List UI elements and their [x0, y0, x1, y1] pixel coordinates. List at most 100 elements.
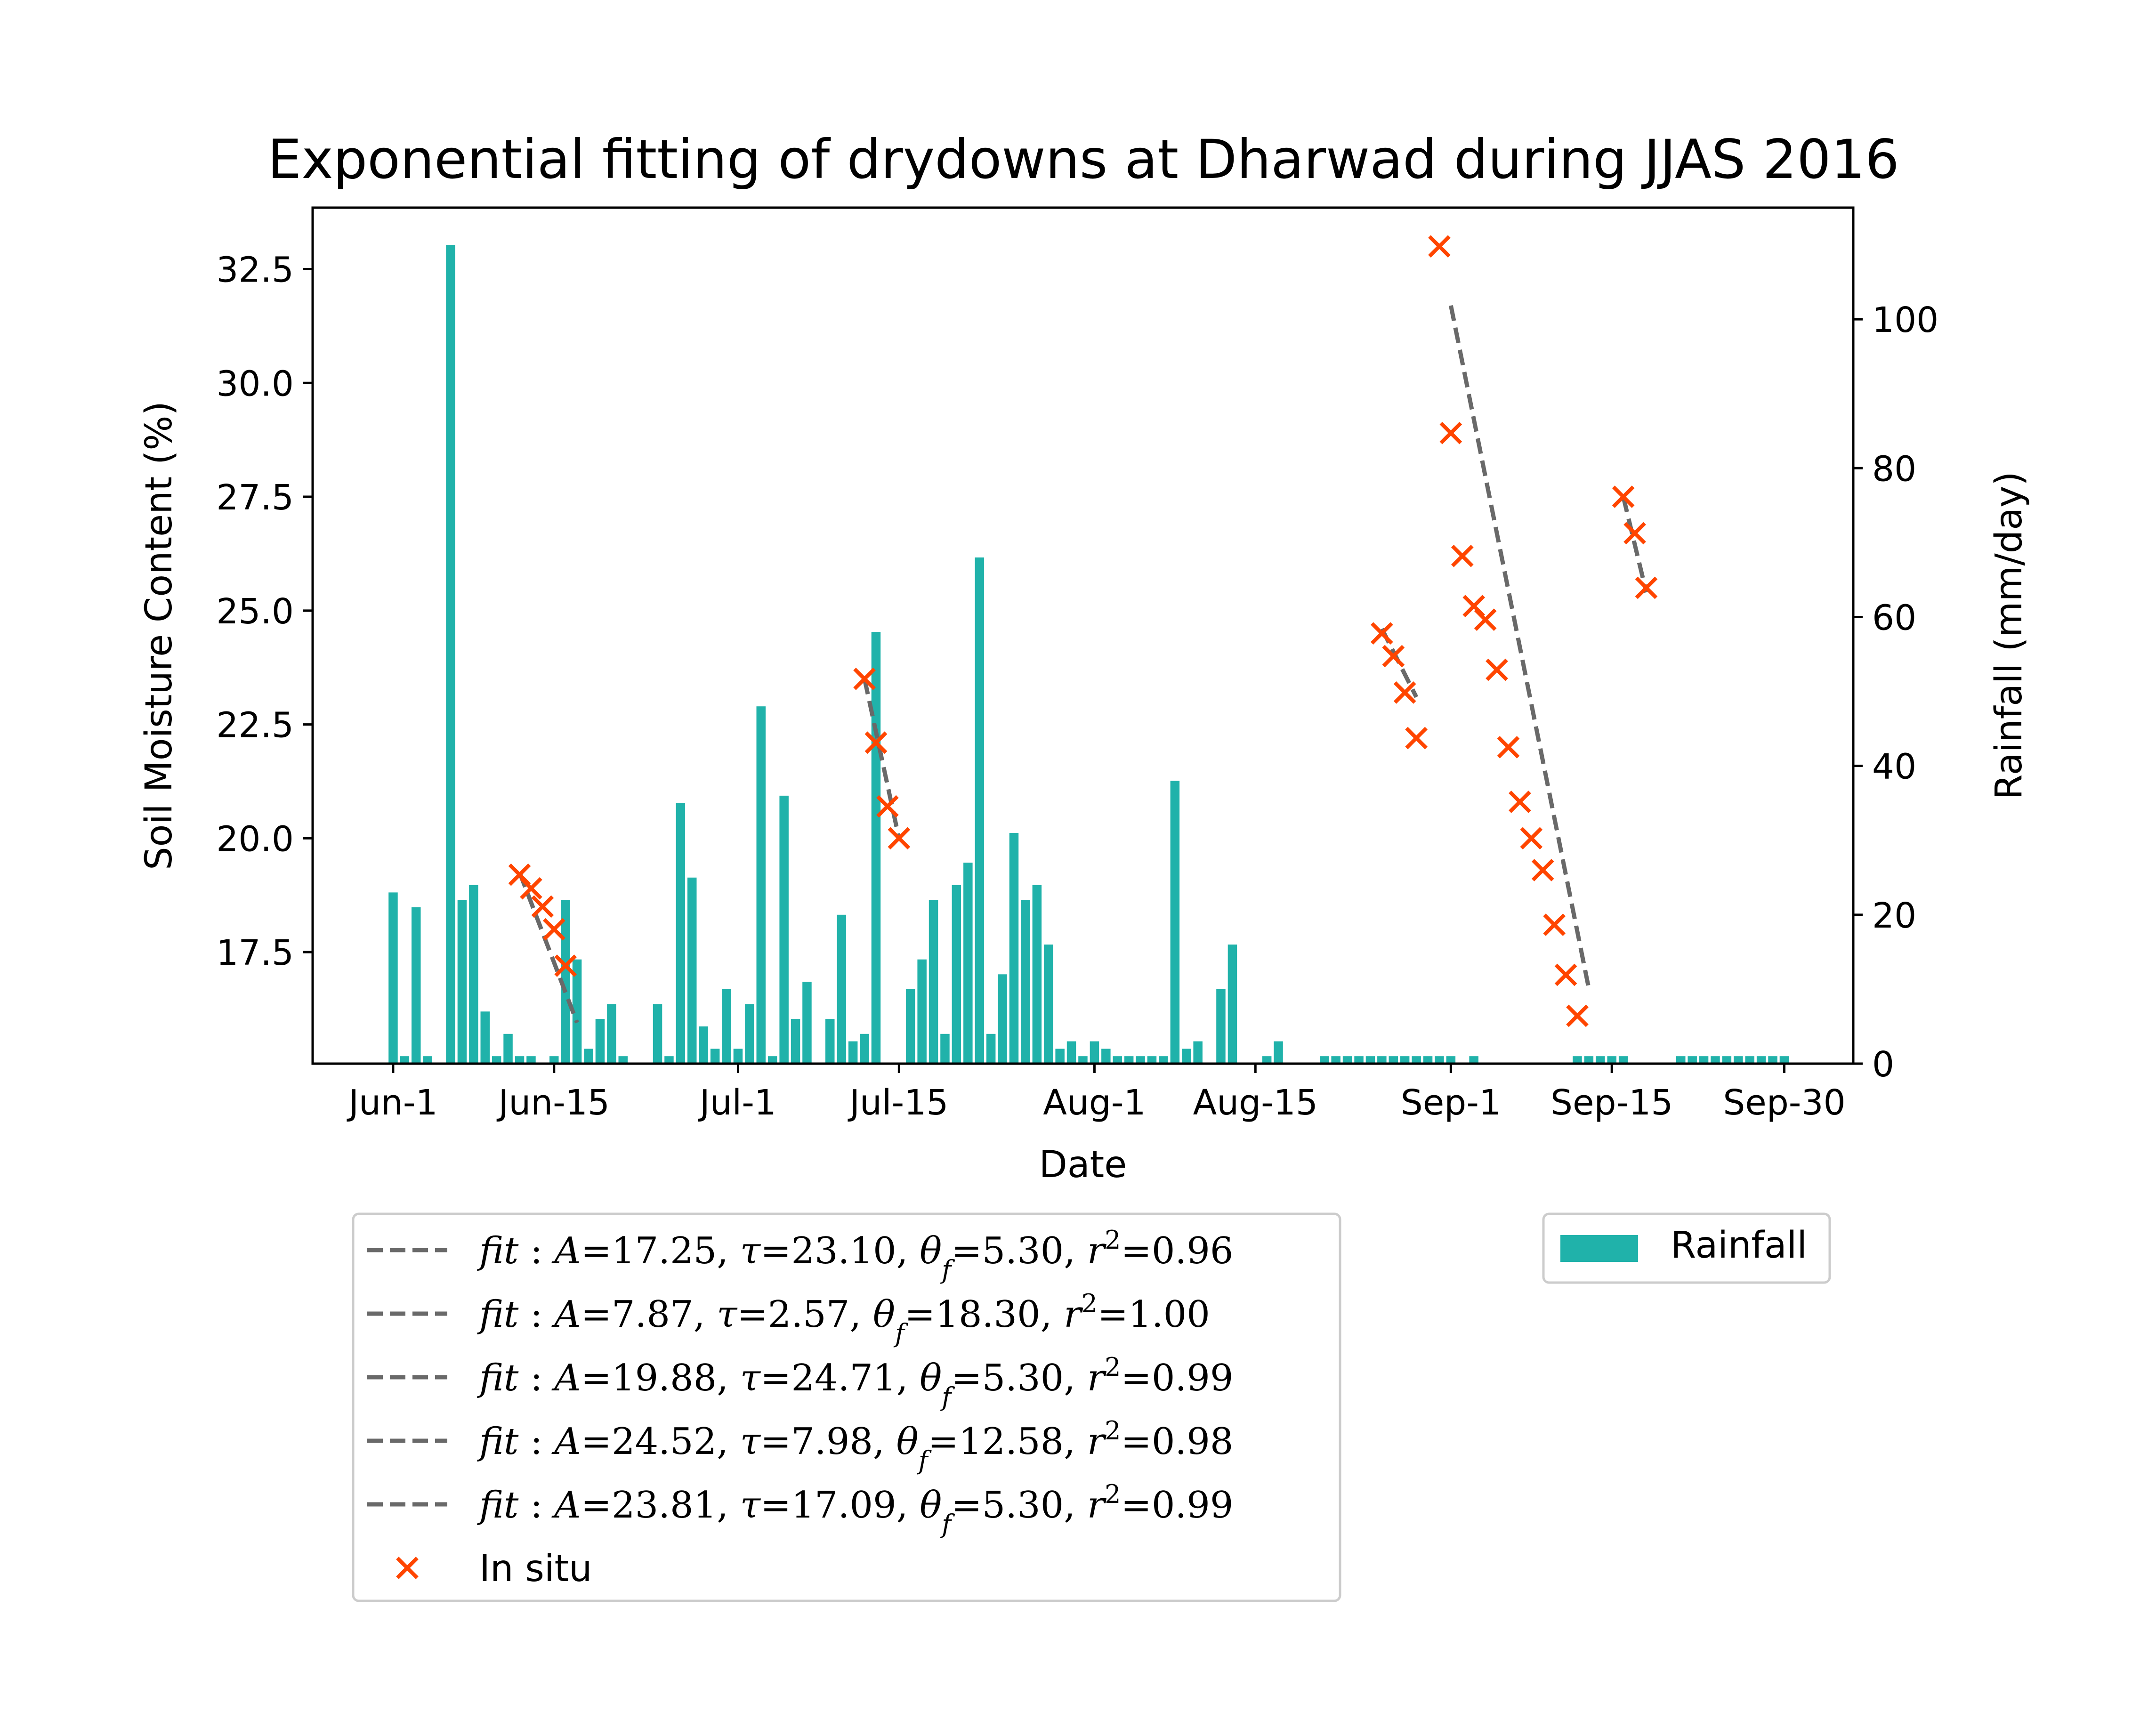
rainfall-bar: [1676, 1056, 1686, 1064]
in-situ-marker: [1486, 658, 1508, 681]
x-tick-label: Jun-1: [347, 1082, 437, 1123]
rainfall-legend-swatch: [1560, 1235, 1638, 1262]
rainfall-bar: [1078, 1056, 1088, 1064]
rainfall-bar: [664, 1056, 674, 1064]
rainfall-bar: [1596, 1056, 1605, 1064]
fit-legend-entries: fit : A=17.25, τ=23.10, θf=5.30, r2=0.96…: [367, 1225, 1234, 1590]
in-situ-marker: [888, 827, 911, 850]
legend-fit-label: fit : A=17.25, τ=23.10, θf=5.30, r2=0.96: [477, 1225, 1234, 1284]
right-y-tick-label: 60: [1872, 598, 1916, 638]
rainfall-bar: [1446, 1056, 1456, 1064]
rainfall-bar: [1113, 1056, 1122, 1064]
rainfall-bar: [526, 1056, 536, 1064]
rainfall-bar: [1009, 832, 1019, 1064]
rainfall-bar: [1618, 1056, 1628, 1064]
x-tick-label: Jul-15: [848, 1082, 948, 1123]
rainfall-bar: [1193, 1041, 1203, 1064]
rainfall-bar: [1032, 885, 1042, 1064]
rainfall-bar: [1688, 1056, 1697, 1064]
rainfall-bar: [825, 1019, 835, 1064]
rainfall-bar: [1055, 1049, 1065, 1064]
in-situ-marker: [876, 795, 899, 818]
chart-title: Exponential fitting of drydowns at Dharw…: [267, 128, 1899, 191]
rainfall-bar: [975, 557, 984, 1064]
in-situ-marker: [542, 918, 565, 941]
rainfall-bar: [1147, 1056, 1157, 1064]
in-situ-marker: [864, 731, 888, 754]
legend-in-situ-label: In situ: [479, 1548, 592, 1590]
rainfall-bar: [779, 795, 789, 1064]
in-situ-marker: [1531, 859, 1554, 881]
right-y-tick-label: 80: [1872, 449, 1916, 489]
x-tick-label: Aug-15: [1193, 1082, 1318, 1123]
rainfall-bar: [1124, 1056, 1134, 1064]
x-tick-label: Jun-15: [497, 1082, 610, 1123]
in-situ-marker: [853, 668, 876, 690]
rainfall-bar: [745, 1004, 754, 1064]
x-axis-label: Date: [1039, 1144, 1127, 1186]
fit-legend: fit : A=17.25, τ=23.10, θf=5.30, r2=0.96…: [352, 1212, 1341, 1602]
rainfall-bar: [1711, 1056, 1720, 1064]
rainfall-bar: [767, 1056, 777, 1064]
rainfall-bar: [1377, 1056, 1387, 1064]
rainfall-bar: [653, 1004, 662, 1064]
rainfall-bar: [1331, 1056, 1341, 1064]
legend-in-situ-marker: [396, 1557, 419, 1579]
legend-fit-label: fit : A=7.87, τ=2.57, θf=18.30, r2=1.00: [477, 1289, 1210, 1348]
in-situ-marker: [1497, 736, 1520, 759]
rainfall-bar: [469, 885, 478, 1064]
in-situ-marker: [554, 954, 577, 977]
rainfall-bar: [618, 1056, 628, 1064]
rainfall-bar: [572, 959, 582, 1064]
left-y-axis-ticks: 17.5 20.0 22.5 25.0 27.5 30.0 32.5: [216, 250, 313, 973]
rainfall-bar: [1469, 1056, 1478, 1064]
rainfall-bar: [1756, 1056, 1766, 1064]
in-situ-marker: [1451, 544, 1474, 567]
rainfall-bar: [1607, 1056, 1616, 1064]
rainfall-bar: [561, 900, 570, 1064]
rainfall-bar: [871, 632, 881, 1064]
rainfall-bar: [940, 1034, 950, 1064]
rainfall-bar: [687, 877, 697, 1064]
rainfall-bar: [986, 1034, 996, 1064]
x-axis-ticks: Jun-1 Jun-15 Jul-1 Jul-15 Aug-1 Aug-15 Sep-1 Se…: [347, 1064, 1846, 1123]
left-y-tick-label: 25.0: [216, 591, 294, 632]
legend-fit-label: fit : A=23.81, τ=17.09, θf=5.30, r2=0.99: [477, 1479, 1234, 1539]
rainfall-bar: [1170, 781, 1180, 1064]
rainfall-bar: [1090, 1041, 1099, 1064]
in-situ-marker: [1566, 1004, 1589, 1027]
fit-line: [1448, 305, 1591, 989]
rainfall-bar: [733, 1049, 743, 1064]
rainfall-bar: [1044, 945, 1053, 1064]
rainfall-bar: [1320, 1056, 1329, 1064]
rainfall-bar: [1423, 1056, 1433, 1064]
left-y-tick-label: 30.0: [216, 363, 294, 404]
rainfall-legend: Rainfall: [1542, 1212, 1831, 1284]
rainfall-bar: [1573, 1056, 1582, 1064]
rainfall-bar: [1021, 900, 1030, 1064]
in-situ-marker: [531, 895, 554, 918]
rainfall-bar: [480, 1011, 490, 1064]
in-situ-marker: [520, 877, 542, 900]
rainfall-bar: [1584, 1056, 1594, 1064]
rainfall-bar: [837, 914, 846, 1064]
rainfall-bar: [549, 1056, 559, 1064]
rainfall-bar: [929, 900, 938, 1064]
rainfall-bar: [722, 989, 731, 1064]
x-tick-label: Jul-1: [698, 1082, 776, 1123]
in-situ-marker: [1382, 645, 1405, 668]
rainfall-bar: [710, 1049, 720, 1064]
x-tick-label: Aug-1: [1043, 1082, 1146, 1123]
in-situ-marker: [1474, 608, 1497, 631]
in-situ-marker: [1623, 522, 1646, 545]
rainfall-bar: [1779, 1056, 1789, 1064]
rainfall-bar: [1066, 1041, 1076, 1064]
rainfall-bar: [388, 892, 398, 1064]
rainfall-bar: [1159, 1056, 1168, 1064]
rainfall-bar: [699, 1026, 708, 1064]
rainfall-bar: [1274, 1041, 1283, 1064]
legend-fit-label: fit : A=19.88, τ=24.71, θf=5.30, r2=0.99: [477, 1352, 1234, 1412]
rainfall-bar: [1342, 1056, 1352, 1064]
in-situ-marker: [1439, 421, 1462, 444]
